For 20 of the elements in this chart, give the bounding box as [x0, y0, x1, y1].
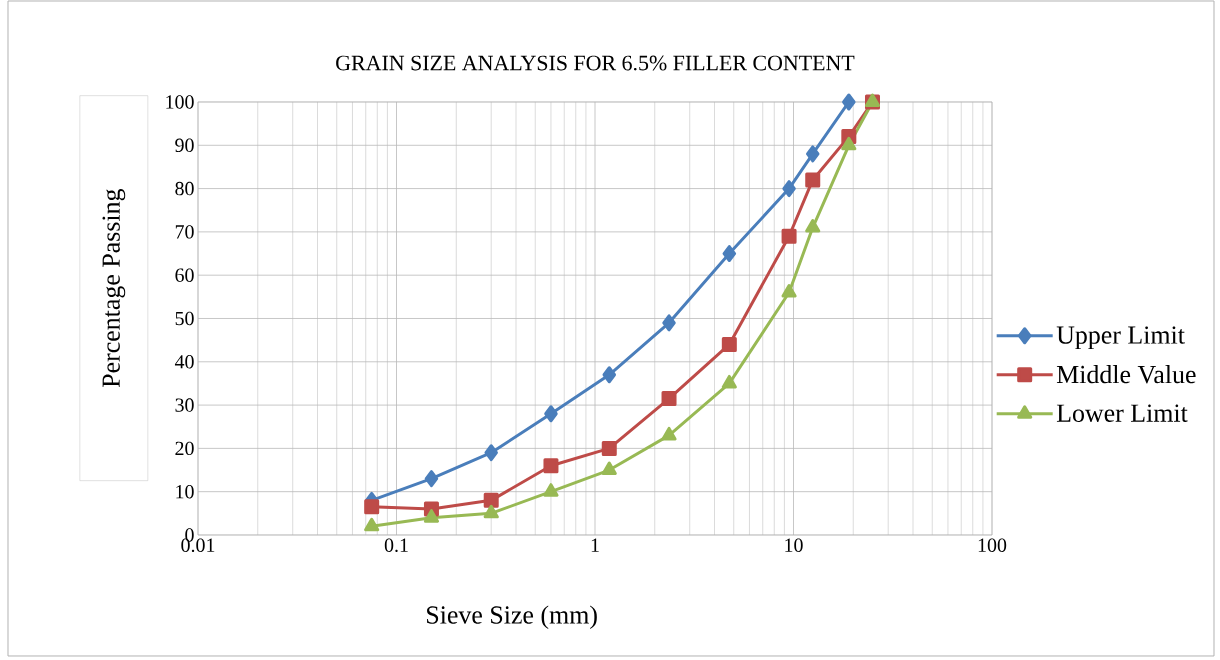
y-tick-label: 40 — [174, 355, 194, 369]
y-tick-label: 20 — [175, 441, 194, 456]
x-tick-label: 100 — [978, 538, 1007, 552]
y-tick-label: 80 — [175, 181, 194, 196]
legend-label: Upper Limit — [1056, 326, 1185, 350]
x-tick-label: 10 — [785, 538, 803, 552]
y-tick-label: 70 — [175, 225, 194, 239]
legend-label: Middle Value — [1056, 365, 1196, 384]
x-tick-label: 1 — [591, 538, 599, 552]
y-tick-label: 60 — [175, 268, 194, 282]
y-tick-label: 30 — [175, 398, 194, 412]
legend-label: Lower Limit — [1056, 404, 1188, 422]
chart-title: GRAIN SIZE ANALYSIS FOR 6.5% FILLER CONTENT — [336, 55, 855, 71]
y-tick-label: 50 — [175, 311, 194, 326]
y-axis-title: Percentage Passing — [102, 189, 126, 388]
y-tick-label: 10 — [176, 484, 194, 499]
y-tick-label: 90 — [175, 138, 194, 152]
x-axis-title: Sieve Size (mm) — [427, 605, 597, 629]
x-tick-label: 0.1 — [384, 538, 408, 553]
y-tick-label: 100 — [166, 95, 194, 109]
